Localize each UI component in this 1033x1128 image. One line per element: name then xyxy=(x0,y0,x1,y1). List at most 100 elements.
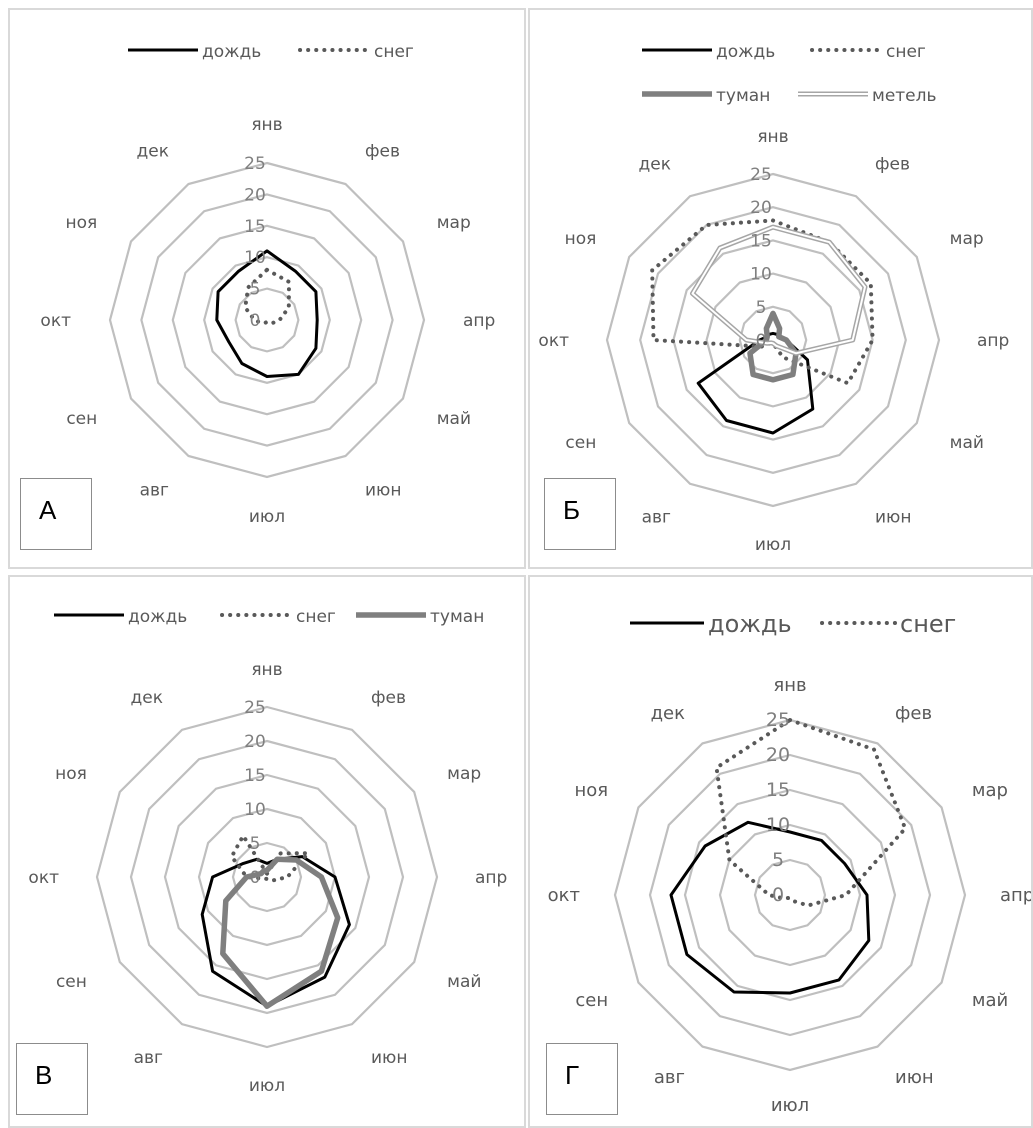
category-label-4: апр xyxy=(977,331,1009,351)
category-label-5: май xyxy=(447,972,481,992)
tick-label: 25 xyxy=(766,709,790,731)
grid-ring xyxy=(648,753,932,1037)
legend-label: дождь xyxy=(716,42,775,62)
legend-label: туман xyxy=(716,86,770,106)
panel-label: А xyxy=(20,478,92,550)
category-label-10: окт xyxy=(538,331,569,351)
tick-label: 0 xyxy=(250,868,261,888)
category-label-2: фев xyxy=(365,141,400,161)
category-label-4: апр xyxy=(463,311,495,331)
tick-label: 5 xyxy=(250,280,261,300)
category-label-8: авг xyxy=(134,1048,163,1068)
category-label-9: сен xyxy=(56,972,87,992)
tick-label: 5 xyxy=(756,298,767,318)
series-line-1 xyxy=(215,249,319,378)
category-label-5: май xyxy=(437,409,471,429)
chart-panel-a: 0 5 10 15 20 25 янв фев мар апр май июн июл авг сен окт… xyxy=(8,8,526,569)
grid-ring xyxy=(605,172,941,508)
legend-label: туман xyxy=(430,607,484,627)
grid-ring xyxy=(738,305,808,375)
category-label-2: фев xyxy=(875,154,910,174)
tick-label: 10 xyxy=(750,265,772,285)
tick-label: 10 xyxy=(766,814,790,836)
grid-ring xyxy=(108,161,426,479)
category-label-12: дек xyxy=(639,154,671,174)
category-label-4: апр xyxy=(475,868,507,888)
tick-label: 20 xyxy=(244,732,266,752)
category-label-1: янв xyxy=(251,115,282,135)
tick-label: 25 xyxy=(750,165,772,185)
panel-label: Б xyxy=(544,478,616,550)
series-line-4-inner xyxy=(691,226,866,355)
category-label-10: окт xyxy=(548,885,580,906)
tick-label: 5 xyxy=(772,849,784,871)
category-label-12: дек xyxy=(137,141,169,161)
category-label-3: мар xyxy=(950,229,984,249)
category-label-8: авг xyxy=(654,1067,685,1088)
radar-grid xyxy=(108,161,426,479)
grid-ring xyxy=(140,193,394,447)
category-label-11: ноя xyxy=(55,764,87,784)
grid-ring xyxy=(234,287,300,353)
legend-label: дождь xyxy=(128,607,187,627)
tick-label: 0 xyxy=(250,311,261,331)
tick-label: 0 xyxy=(756,331,767,351)
category-label-10: окт xyxy=(40,311,71,331)
series-line-2 xyxy=(714,718,908,908)
category-label-7: июл xyxy=(755,535,791,555)
category-label-5: май xyxy=(950,433,984,453)
category-label-5: май xyxy=(972,990,1008,1011)
tick-label: 15 xyxy=(766,779,790,801)
grid-ring xyxy=(95,705,439,1049)
legend-label: снег xyxy=(886,42,926,62)
category-label-7: июл xyxy=(249,1076,285,1096)
tick-label: 15 xyxy=(244,217,266,237)
grid-ring xyxy=(753,858,827,932)
radar-grid xyxy=(95,705,439,1049)
tick-label: 5 xyxy=(250,834,261,854)
category-label-1: янв xyxy=(251,660,282,680)
tick-label: 20 xyxy=(244,185,266,205)
category-label-4: апр xyxy=(1000,885,1031,906)
series-line-2 xyxy=(650,218,875,386)
grid-ring xyxy=(672,239,874,441)
category-label-9: сен xyxy=(575,990,608,1011)
category-label-6: июн xyxy=(365,481,401,501)
legend-label: дождь xyxy=(202,42,261,62)
category-label-7: июл xyxy=(249,507,285,527)
legend-label: снег xyxy=(374,42,414,62)
radar-grid xyxy=(613,718,967,1072)
grid-ring xyxy=(613,718,967,1072)
radar-chart-svg: 0 5 10 15 20 25 янв фев мар апр май июн июл авг сен окт… xyxy=(548,610,1031,1116)
legend: дождь снег туман метель xyxy=(642,42,937,106)
tick-label: 25 xyxy=(244,154,266,174)
tick-label: 0 xyxy=(772,884,784,906)
chart-panel-b: 0 5 10 15 20 25 янв фев мар апр май июн июл авг сен окт… xyxy=(528,8,1033,569)
category-label-12: дек xyxy=(651,703,686,724)
category-label-11: ноя xyxy=(66,213,98,233)
tick-label: 20 xyxy=(766,744,790,766)
category-label-1: янв xyxy=(757,127,788,147)
grid-ring xyxy=(197,807,337,947)
radar-grid xyxy=(605,172,941,508)
tick-label: 10 xyxy=(244,248,266,268)
tick-label: 20 xyxy=(750,198,772,218)
panel-label: Г xyxy=(546,1043,618,1115)
series-line-1 xyxy=(669,820,871,995)
category-label-9: сен xyxy=(66,409,97,429)
series-line-2 xyxy=(229,833,311,883)
grid-ring xyxy=(639,206,907,474)
category-label-3: мар xyxy=(437,213,471,233)
chart-panel-c: 0 5 10 15 20 25 янв фев мар апр май июн июл авг сен окт… xyxy=(8,575,526,1128)
category-label-3: мар xyxy=(972,780,1008,801)
category-label-8: авг xyxy=(140,481,169,501)
legend-label: снег xyxy=(900,610,956,638)
grid-ring xyxy=(203,256,331,384)
tick-label: 15 xyxy=(750,231,772,251)
category-label-7: июл xyxy=(771,1095,809,1116)
grid-ring xyxy=(129,739,405,1015)
category-label-1: янв xyxy=(773,675,806,696)
grid-ring xyxy=(705,272,841,408)
category-label-6: июн xyxy=(895,1067,934,1088)
legend: дождь снег xyxy=(630,610,956,638)
